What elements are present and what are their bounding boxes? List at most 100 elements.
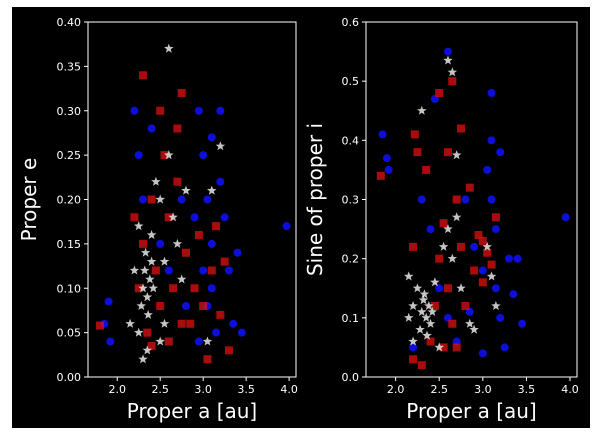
point	[216, 177, 225, 186]
point	[518, 319, 527, 328]
point	[418, 295, 429, 305]
point	[439, 343, 448, 352]
point	[435, 89, 444, 97]
point	[207, 185, 217, 195]
point	[457, 242, 466, 251]
point	[427, 306, 437, 316]
y-tick-label: 0.40	[57, 16, 82, 29]
point	[478, 236, 487, 245]
point	[143, 309, 153, 319]
x-tick-label: 3.0	[474, 383, 492, 396]
point	[134, 284, 143, 293]
point	[148, 283, 159, 293]
point	[164, 213, 173, 222]
point	[233, 248, 242, 257]
point	[496, 148, 505, 157]
x-tick-label: 2.5	[151, 383, 169, 396]
point	[194, 106, 203, 115]
point	[424, 301, 434, 310]
point	[487, 260, 496, 269]
point	[181, 248, 190, 257]
point	[457, 124, 466, 133]
point	[461, 195, 470, 204]
point	[421, 312, 431, 322]
y-tick-label: 0.2	[342, 253, 360, 266]
point	[456, 283, 466, 293]
point	[409, 343, 418, 352]
point	[130, 106, 139, 115]
point	[491, 225, 500, 234]
point	[409, 355, 418, 364]
point	[504, 254, 513, 263]
point	[140, 265, 150, 275]
y-tick-label: 0.3	[342, 194, 360, 207]
point	[404, 312, 414, 322]
point	[478, 266, 487, 275]
point	[382, 154, 391, 163]
point	[447, 253, 458, 263]
point	[207, 266, 216, 275]
point	[155, 336, 165, 346]
point	[177, 319, 186, 328]
point	[176, 274, 187, 284]
point	[408, 301, 418, 310]
point	[470, 266, 479, 275]
figure-background	[12, 7, 590, 428]
point	[422, 165, 431, 174]
y-tick-label: 0.4	[342, 134, 360, 147]
point	[146, 256, 157, 266]
point	[156, 302, 165, 310]
x-tick-label: 3.0	[194, 383, 212, 396]
point	[448, 77, 457, 86]
y-tick-label: 0.15	[57, 238, 82, 251]
point	[151, 176, 161, 186]
point	[443, 47, 452, 56]
point	[134, 221, 144, 231]
point	[417, 361, 426, 370]
y-tick-label: 0.35	[57, 60, 82, 73]
point	[426, 337, 435, 346]
y-tick-label: 0.25	[57, 149, 82, 162]
point	[224, 346, 233, 355]
point	[160, 151, 169, 160]
point	[138, 354, 148, 364]
point	[470, 242, 479, 251]
point	[215, 141, 226, 151]
point	[207, 239, 216, 248]
point	[139, 195, 148, 204]
point	[203, 355, 212, 364]
point	[237, 328, 246, 337]
point	[202, 336, 213, 346]
y-tick-label: 0.10	[57, 282, 82, 295]
point	[168, 212, 178, 222]
point	[419, 289, 430, 299]
point	[417, 306, 427, 316]
point	[155, 194, 165, 204]
point	[435, 254, 444, 263]
point	[483, 165, 492, 174]
y-axis-label: Proper e	[17, 158, 41, 242]
point	[207, 133, 216, 142]
point	[491, 213, 500, 222]
point	[159, 318, 170, 328]
point	[139, 239, 148, 248]
point	[384, 165, 393, 174]
point	[487, 195, 496, 204]
points	[96, 43, 291, 364]
point	[216, 106, 225, 115]
point	[451, 150, 462, 160]
point	[173, 124, 182, 133]
point	[417, 105, 427, 115]
plot-area: 2.0 2.5 3.0 3.5 4.0 0.0 0.1 0.2 0.3 0.4 0.5 0.6 Prop…	[303, 16, 579, 423]
x-tick-label: 4.0	[280, 383, 298, 396]
point	[412, 283, 423, 293]
point	[177, 195, 186, 204]
plot-area: 2.0 2.5 3.0 3.5 4.0 0.00 0.05 0.10 0.15 0.20 0.25 0…	[17, 16, 298, 423]
points	[376, 47, 570, 370]
point	[145, 274, 155, 284]
x-axis-label: Proper a [au]	[406, 399, 536, 423]
point	[140, 247, 151, 257]
y-tick-label: 0.5	[342, 75, 360, 88]
point	[203, 195, 212, 204]
